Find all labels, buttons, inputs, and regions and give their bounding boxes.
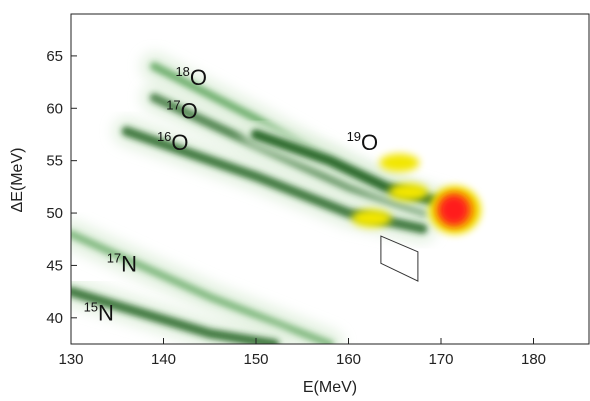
isotope-label-17O: 17O: [166, 97, 198, 123]
isotope-element: N: [121, 251, 137, 276]
isotope-mass: 16: [157, 129, 171, 144]
x-axis-label: E(MeV): [303, 379, 357, 396]
y-tick-label-55: 55: [46, 153, 63, 170]
hotspot-yellow-1: [388, 183, 429, 202]
y-tick-label-65: 65: [46, 48, 63, 65]
band-17N: [71, 230, 334, 344]
isotope-element: O: [190, 65, 207, 90]
isotope-label-16O: 16O: [157, 129, 189, 155]
x-tick-label-170: 170: [428, 351, 453, 368]
plot-frame: [70, 13, 590, 345]
hotspot-yellow-2: [379, 153, 420, 172]
isotope-mass: 15: [84, 300, 98, 315]
isotope-mass: 19: [347, 129, 361, 144]
isotope-label-18O: 18O: [175, 64, 207, 90]
isotope-element: O: [171, 130, 188, 155]
isotope-mass: 18: [175, 64, 189, 79]
x-tick-label-130: 130: [58, 351, 83, 368]
axes-layer: 130 140 150 160 170 180 40 45 50 55 60 65: [46, 48, 546, 368]
x-tick-label-160: 160: [336, 351, 361, 368]
isotope-element: O: [361, 130, 378, 155]
x-tick-label-180: 180: [521, 351, 546, 368]
gate-polygon: [380, 235, 419, 282]
heatmap-layer: [71, 53, 481, 344]
x-tick-label-150: 150: [243, 351, 268, 368]
x-tick-label-140: 140: [151, 351, 176, 368]
isotope-element: N: [98, 301, 114, 326]
isotope-mass: 17: [107, 250, 121, 265]
gate-layer: [380, 235, 419, 282]
isotope-label-17N: 17N: [107, 250, 137, 276]
isotope-label-19O: 19O: [347, 129, 379, 155]
isotope-mass: 17: [166, 97, 180, 112]
y-tick-label-50: 50: [46, 205, 63, 222]
hotspot-peak-0: [438, 194, 469, 225]
y-tick-label-60: 60: [46, 100, 63, 117]
band-15N: [71, 286, 280, 344]
y-tick-label-40: 40: [46, 310, 63, 327]
isotope-label-15N: 15N: [84, 300, 114, 326]
isotope-element: O: [181, 98, 198, 123]
y-axis-label: ΔE(MeV): [9, 148, 26, 213]
y-tick-label-45: 45: [46, 257, 63, 274]
hotspot-yellow-3: [351, 209, 392, 228]
